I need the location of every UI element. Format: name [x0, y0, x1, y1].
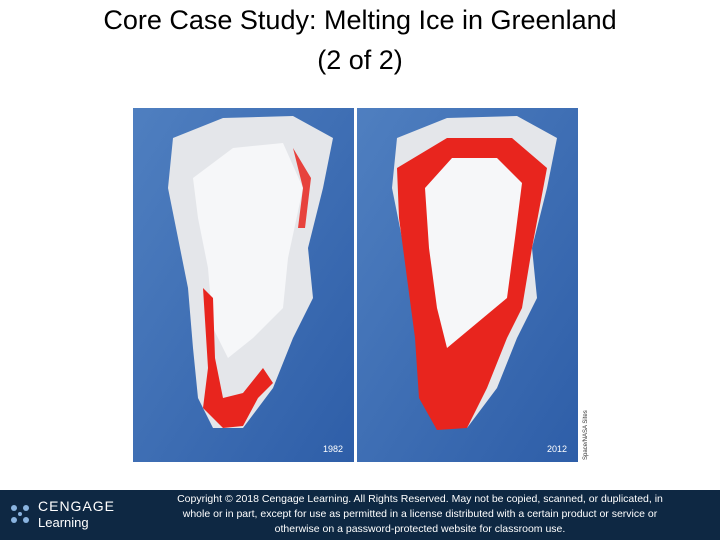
- panel-year: 2012: [547, 444, 567, 454]
- footer: CENGAGE Learning Copyright © 2018 Cengag…: [0, 490, 720, 540]
- logo-icon: [11, 505, 29, 523]
- copyright-line: Copyright © 2018 Cengage Learning. All R…: [177, 493, 663, 505]
- figure: 1982 2012 Space/NASA Sites: [133, 108, 589, 462]
- map-panel: 2012: [357, 108, 578, 462]
- logo-brand: CENGAGE: [38, 498, 116, 514]
- copyright-line: otherwise on a password-protected websit…: [274, 523, 566, 535]
- title-line: Core Case Study: Melting Ice in Greenlan…: [103, 5, 617, 35]
- logo-sub: Learning: [38, 515, 89, 530]
- title-line: (2 of 2): [317, 45, 403, 75]
- copyright-line: whole or in part, except for use as perm…: [182, 508, 658, 520]
- panel-year: 1982: [323, 444, 343, 454]
- image-credit: Space/NASA Sites: [583, 410, 589, 460]
- map-panel: 1982: [133, 108, 354, 462]
